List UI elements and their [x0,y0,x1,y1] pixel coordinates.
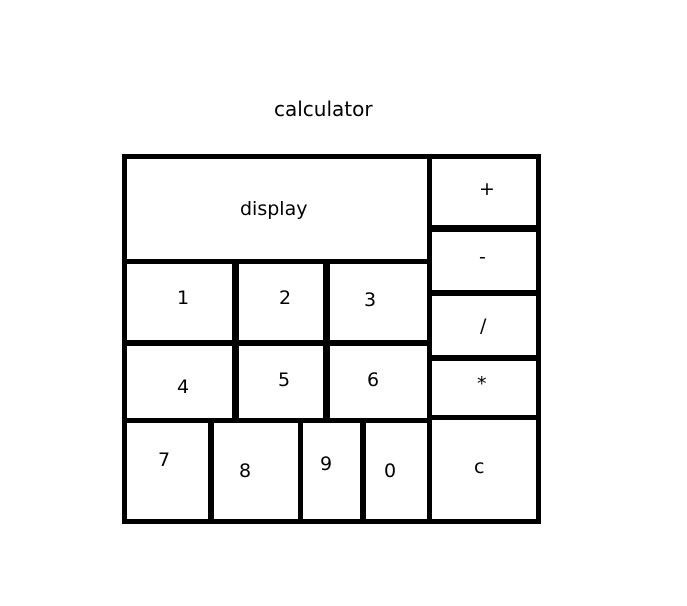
clear-button-label: c [474,456,485,478]
digit-5-label: 5 [278,369,291,391]
digit-0-label: 0 [384,460,397,482]
divide-button-label: / [480,315,487,337]
multiply-button-label: * [477,373,487,395]
digit-8-button[interactable] [208,418,303,524]
digit-0-button[interactable] [360,418,432,524]
digit-8-label: 8 [239,460,252,482]
digit-1-label: 1 [177,287,190,309]
display-label: display [240,198,308,220]
digit-3-label: 3 [364,289,377,311]
digit-7-label: 7 [158,449,171,471]
page-title: calculator [274,97,373,121]
digit-2-label: 2 [279,287,292,309]
plus-button-label: + [479,178,495,200]
digit-7-button[interactable] [122,418,214,524]
digit-9-label: 9 [320,453,333,475]
digit-4-label: 4 [177,376,190,398]
minus-button-label: - [479,246,486,268]
digit-6-label: 6 [367,369,380,391]
digit-3-button[interactable] [323,259,432,346]
